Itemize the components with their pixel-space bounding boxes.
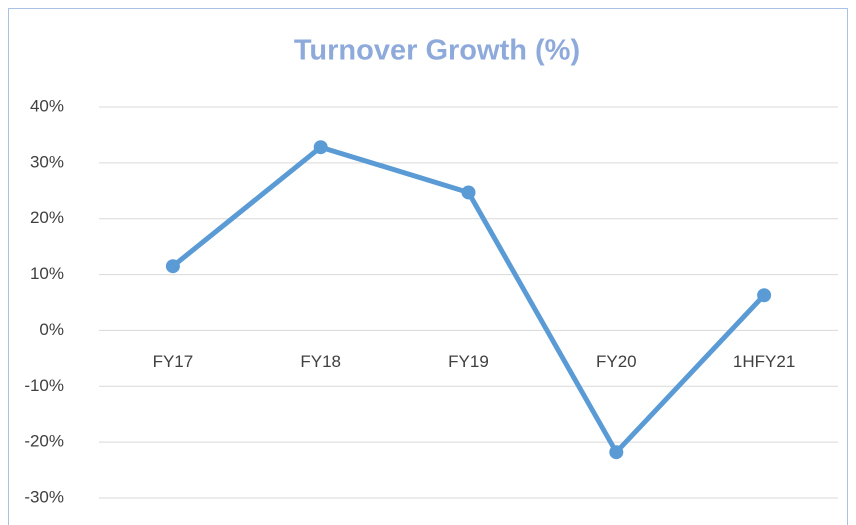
y-tick-label: 0% xyxy=(39,320,64,339)
y-tick-label: -30% xyxy=(24,487,64,506)
x-tick-label: FY18 xyxy=(300,352,341,371)
chart-title: Turnover Growth (%) xyxy=(294,35,580,67)
x-tick-label: FY17 xyxy=(153,352,194,371)
y-tick-label: 20% xyxy=(30,208,64,227)
x-tick-label: 1HFY21 xyxy=(733,352,795,371)
marker xyxy=(165,259,180,274)
marker xyxy=(609,445,624,460)
marker xyxy=(757,288,772,303)
y-tick-label: 10% xyxy=(30,264,64,283)
chart-frame xyxy=(8,8,848,525)
y-tick-label: -10% xyxy=(24,376,64,395)
x-tick-label: FY20 xyxy=(596,352,637,371)
y-tick-label: -20% xyxy=(24,432,64,451)
marker xyxy=(313,140,328,155)
y-tick-label: 40% xyxy=(30,96,64,115)
x-tick-label: FY19 xyxy=(448,352,489,371)
y-tick-label: 30% xyxy=(30,152,64,171)
marker xyxy=(461,185,476,200)
